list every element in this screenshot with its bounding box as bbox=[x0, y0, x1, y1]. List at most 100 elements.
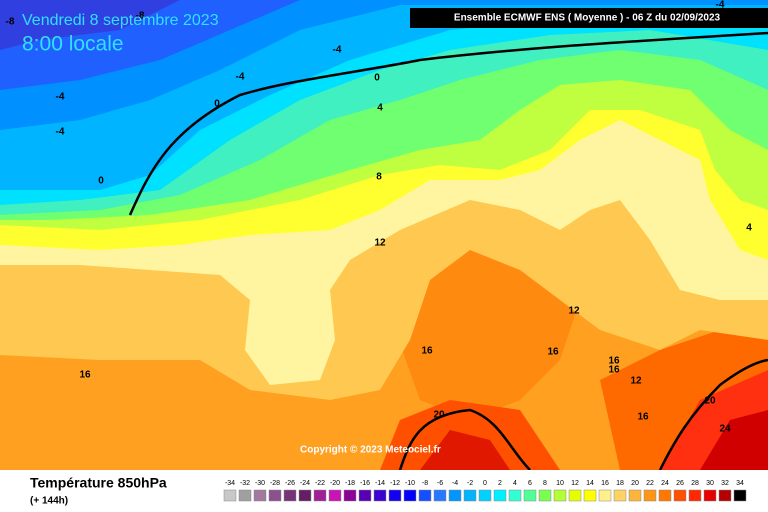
scale-label: -12 bbox=[390, 480, 400, 487]
contour-label: 20 bbox=[704, 396, 716, 407]
temperature-band bbox=[700, 410, 768, 470]
contour-label: 16 bbox=[637, 412, 649, 423]
scale-label: -14 bbox=[375, 480, 385, 487]
scale-swatch bbox=[358, 489, 372, 502]
scale-swatch bbox=[313, 489, 327, 502]
contour-label: 16 bbox=[79, 370, 91, 381]
contour-label: 12 bbox=[374, 238, 386, 249]
scale-label: 20 bbox=[631, 480, 639, 487]
scale-label: -24 bbox=[300, 480, 310, 487]
map-time: 8:00 locale bbox=[22, 33, 124, 56]
scale-swatch bbox=[253, 489, 267, 502]
variable-name: Température 850hPa bbox=[30, 475, 167, 491]
header-box bbox=[410, 8, 768, 28]
scale-swatch bbox=[508, 489, 522, 502]
scale-swatch bbox=[688, 489, 702, 502]
contour-label: 12 bbox=[630, 376, 642, 387]
contour-label: 8 bbox=[376, 172, 382, 183]
scale-swatch bbox=[523, 489, 537, 502]
scale-label: 4 bbox=[513, 480, 517, 487]
contour-label: -4 bbox=[716, 0, 725, 11]
scale-label: -8 bbox=[422, 480, 428, 487]
scale-label: 8 bbox=[543, 480, 547, 487]
scale-label: 10 bbox=[556, 480, 564, 487]
scale-swatch bbox=[463, 489, 477, 502]
contour-label: 16 bbox=[608, 365, 620, 376]
contour-label: -4 bbox=[56, 92, 65, 103]
contour-label: 4 bbox=[377, 103, 383, 114]
scale-label: -2 bbox=[467, 480, 473, 487]
scale-swatch bbox=[643, 489, 657, 502]
map-date: Vendredi 8 septembre 2023 bbox=[22, 12, 219, 29]
scale-swatch bbox=[373, 489, 387, 502]
scale-swatch bbox=[673, 489, 687, 502]
scale-swatch bbox=[328, 489, 342, 502]
temperature-field bbox=[0, 0, 768, 470]
contour-label: 24 bbox=[719, 424, 731, 435]
scale-label: -20 bbox=[330, 480, 340, 487]
scale-label: 18 bbox=[616, 480, 624, 487]
scale-swatch bbox=[433, 489, 447, 502]
zero-isotherm bbox=[128, 31, 768, 216]
scale-swatch bbox=[703, 489, 717, 502]
temperature-band bbox=[395, 240, 580, 420]
contour-label: 12 bbox=[568, 306, 580, 317]
contour-label: -4 bbox=[56, 127, 65, 138]
scale-label: -10 bbox=[405, 480, 415, 487]
scale-swatch bbox=[613, 489, 627, 502]
copyright: Copyright © 2023 Meteociel.fr bbox=[300, 445, 441, 456]
scale-label: 28 bbox=[691, 480, 699, 487]
scale-label: -34 bbox=[225, 480, 235, 487]
temperature-band bbox=[0, 0, 768, 50]
scale-swatch bbox=[568, 489, 582, 502]
contour-label: -8 bbox=[136, 11, 145, 22]
scale-label: -28 bbox=[270, 480, 280, 487]
scale-swatch bbox=[238, 489, 252, 502]
scale-swatch bbox=[538, 489, 552, 502]
scale-label: -30 bbox=[255, 480, 265, 487]
contour-label: 4 bbox=[746, 223, 752, 234]
contour-label: 16 bbox=[608, 356, 620, 367]
scale-label: -16 bbox=[360, 480, 370, 487]
scale-label: -32 bbox=[240, 480, 250, 487]
scale-swatch bbox=[418, 489, 432, 502]
scale-label: -6 bbox=[437, 480, 443, 487]
header-text: Ensemble ECMWF ENS ( Moyenne ) - 06 Z du… bbox=[454, 13, 721, 24]
scale-swatch bbox=[298, 489, 312, 502]
isotherm-20 bbox=[658, 358, 768, 471]
contour-label: -4 bbox=[333, 45, 342, 56]
scale-swatch bbox=[733, 489, 747, 502]
temperature-band bbox=[0, 0, 768, 90]
scale-swatch bbox=[268, 489, 282, 502]
contour-label: 16 bbox=[421, 346, 433, 357]
scale-swatch bbox=[718, 489, 732, 502]
contour-label: 0 bbox=[214, 99, 220, 110]
scale-swatch bbox=[493, 489, 507, 502]
isotherm-20 bbox=[398, 408, 531, 471]
contour-label: -4 bbox=[236, 72, 245, 83]
scale-swatch bbox=[658, 489, 672, 502]
scale-label: 0 bbox=[483, 480, 487, 487]
scale-swatch bbox=[448, 489, 462, 502]
contour-label: 0 bbox=[98, 176, 104, 187]
temperature-band bbox=[420, 430, 510, 470]
contour-label: 16 bbox=[547, 347, 559, 358]
lead-time: (+ 144h) bbox=[30, 496, 68, 507]
scale-swatch bbox=[403, 489, 417, 502]
scale-label: 12 bbox=[571, 480, 579, 487]
scale-label: 16 bbox=[601, 480, 609, 487]
scale-label: 22 bbox=[646, 480, 654, 487]
scale-swatch bbox=[478, 489, 492, 502]
scale-swatch bbox=[583, 489, 597, 502]
scale-label: 30 bbox=[706, 480, 714, 487]
scale-label: 32 bbox=[721, 480, 729, 487]
scale-swatch bbox=[388, 489, 402, 502]
scale-swatch bbox=[343, 489, 357, 502]
scale-swatch bbox=[283, 489, 297, 502]
contour-label: 20 bbox=[433, 410, 445, 421]
scale-label: 26 bbox=[676, 480, 684, 487]
scale-label: -18 bbox=[345, 480, 355, 487]
contour-label: -8 bbox=[6, 17, 15, 28]
